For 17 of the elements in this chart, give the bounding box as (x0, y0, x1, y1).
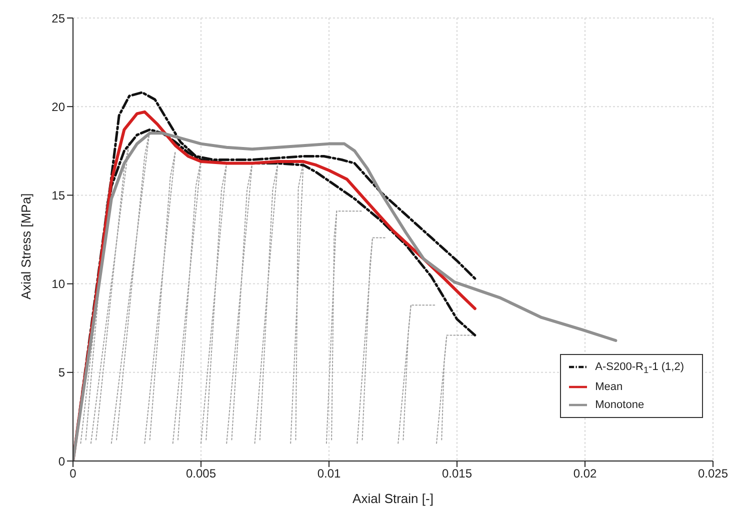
y-tick-label: 5 (58, 366, 66, 380)
x-tick-label: 0.015 (442, 466, 472, 481)
y-tick-label: 15 (52, 188, 66, 202)
x-tick-label: 0.02 (573, 466, 597, 481)
legend-label: Monotone (595, 398, 644, 411)
x-axis-title: Axial Strain [-] (352, 491, 434, 506)
x-tick-label: 0.005 (186, 466, 216, 481)
legend-label: Mean (595, 380, 623, 393)
y-tick-label: 20 (52, 100, 66, 114)
x-tick-label: 0.025 (698, 466, 728, 481)
legend-label: A-S200-R$_{1}$-1 (1,2) (595, 360, 684, 375)
y-axis-title: Axial Stress [MPa] (18, 193, 34, 300)
x-tick-label: 0 (70, 466, 77, 481)
y-tick-label: 25 (52, 11, 66, 26)
y-tick-label: 0 (58, 454, 66, 468)
y-tick-label: 10 (52, 277, 66, 292)
x-tick-label: 0.01 (317, 466, 341, 481)
